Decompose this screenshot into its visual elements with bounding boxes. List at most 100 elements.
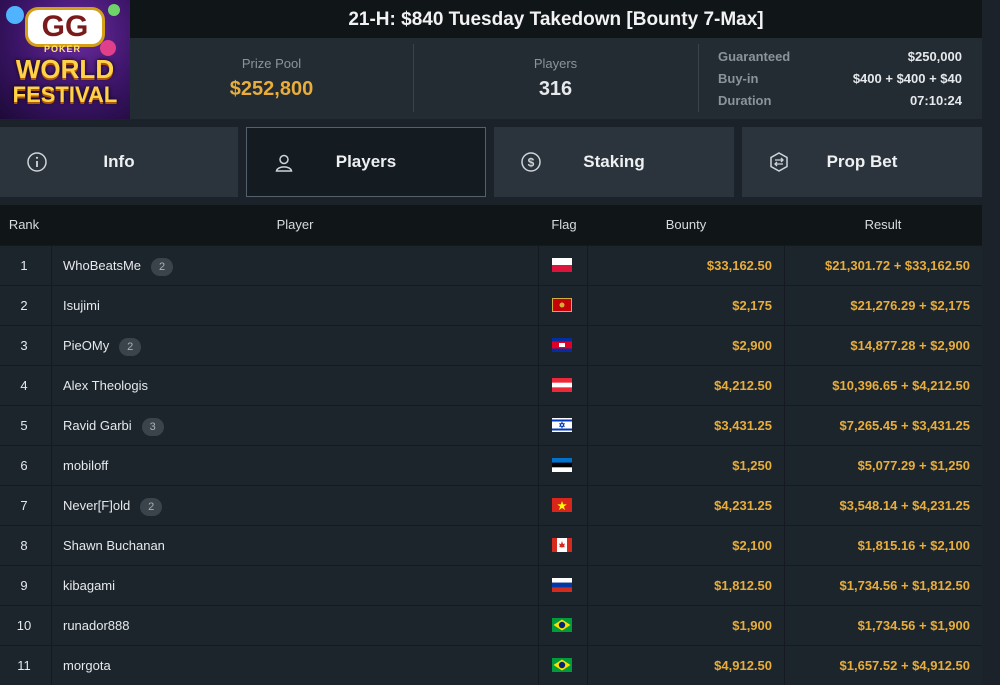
table-row[interactable]: 11 morgota $4,912.50 $1,657.52 + $4,912.50 [0, 645, 982, 685]
duration-value: 07:10:24 [909, 93, 962, 108]
rank-header[interactable]: Rank [8, 217, 40, 232]
player-cell[interactable]: WhoBeatsMe 2 [63, 246, 174, 285]
tab-info-label: Info [103, 152, 135, 171]
tab-staking-label: Staking [583, 152, 645, 171]
flag-header[interactable]: Flag [551, 217, 577, 232]
table-row[interactable]: 1 WhoBeatsMe 2 $33,162.50 $21,301.72 + $33,1… [0, 245, 982, 285]
russia-flag-icon [552, 578, 572, 592]
gg-world-festival-logo: GG POKER WORLD FESTIVAL [0, 0, 130, 119]
player-name[interactable]: WhoBeatsMe [63, 258, 142, 273]
column-divider [538, 286, 539, 325]
tournament-header: GG POKER WORLD FESTIVAL 21-H: $840 Tuesd… [0, 0, 1000, 119]
table-row[interactable]: 4 Alex Theologis $4,212.50 $10,396.65 + $4,… [0, 365, 982, 405]
column-divider [587, 646, 588, 685]
player-name[interactable]: Never[F]old [63, 498, 131, 513]
player-name[interactable]: Alex Theologis [63, 378, 149, 393]
tab-info[interactable]: Info [0, 127, 238, 197]
column-divider [784, 526, 785, 565]
table-row[interactable]: 10 runador888 $1,900 $1,734.56 + $1,900 [0, 605, 982, 645]
player-cell[interactable]: Isujimi [63, 286, 100, 325]
tab-prop-bet[interactable]: Prop Bet [742, 127, 982, 197]
column-divider [538, 366, 539, 405]
table-row[interactable]: 9 kibagami $1,812.50 $1,734.56 + $1,812.50 [0, 565, 982, 605]
column-divider [51, 286, 52, 325]
logo-world: WORLD [15, 54, 115, 84]
result-header[interactable]: Result [864, 217, 902, 232]
bounty-cell: $2,175 [732, 298, 772, 313]
bounty-cell: $1,812.50 [714, 578, 772, 593]
player-name[interactable]: Isujimi [63, 298, 100, 313]
table-row[interactable]: 2 Isujimi $2,175 $21,276.29 + $2,175 [0, 285, 982, 325]
rank-cell: 4 [20, 378, 28, 393]
rank-cell: 6 [20, 458, 28, 473]
israel-flag-icon [552, 418, 572, 432]
table-row[interactable]: 6 mobiloff $1,250 $5,077.29 + $1,250 [0, 445, 982, 485]
column-divider [587, 246, 588, 285]
buyin-row: Buy-in $400 + $400 + $40 [718, 71, 962, 86]
entries-badge: 2 [119, 337, 142, 356]
column-divider [587, 366, 588, 405]
players-stat: Players 316 [414, 38, 697, 119]
tab-players[interactable]: Players [246, 127, 486, 197]
prize-pool-value: $252,800 [229, 78, 314, 100]
rank-cell: 7 [20, 498, 28, 513]
bounty-header[interactable]: Bounty [665, 217, 707, 232]
player-name[interactable]: morgota [63, 658, 111, 673]
player-cell[interactable]: mobiloff [63, 446, 108, 485]
column-divider [51, 406, 52, 445]
column-divider [587, 606, 588, 645]
table-row[interactable]: 7 Never[F]old 2 $4,231.25 $3,548.14 + $4,231… [0, 485, 982, 525]
tab-prop-bet-label: Prop Bet [826, 152, 898, 171]
duration-label: Duration [718, 93, 772, 108]
table-body: 1 WhoBeatsMe 2 $33,162.50 $21,301.72 + $33,1… [0, 245, 982, 685]
entries-badge: 3 [141, 417, 164, 436]
column-divider [538, 646, 539, 685]
rank-cell: 10 [16, 618, 32, 633]
player-cell[interactable]: Ravid Garbi 3 [63, 406, 164, 445]
player-name[interactable]: PieOMy [63, 338, 110, 353]
estonia-flag-icon [552, 458, 572, 472]
result-cell: $7,265.45 + $3,431.25 [839, 418, 970, 433]
column-divider [784, 446, 785, 485]
tab-staking[interactable]: $ Staking [494, 127, 734, 197]
player-name[interactable]: Shawn Buchanan [63, 538, 165, 553]
column-divider [587, 286, 588, 325]
result-cell: $21,301.72 + $33,162.50 [825, 258, 970, 273]
table-row[interactable]: 5 Ravid Garbi 3 $3,431.25 $7,265.45 + $3,431… [0, 405, 982, 445]
player-cell[interactable]: Alex Theologis [63, 366, 148, 405]
player-cell[interactable]: kibagami [63, 566, 115, 605]
column-divider [538, 246, 539, 285]
column-divider [784, 366, 785, 405]
player-cell[interactable]: runador888 [63, 606, 130, 645]
result-cell: $5,077.29 + $1,250 [857, 458, 970, 473]
player-cell[interactable]: morgota [63, 646, 111, 685]
player-name[interactable]: runador888 [63, 618, 130, 633]
column-divider [784, 566, 785, 605]
player-name[interactable]: Ravid Garbi [63, 418, 132, 433]
tab-players-label: Players [335, 152, 397, 171]
result-cell: $14,877.28 + $2,900 [850, 338, 970, 353]
column-divider [784, 286, 785, 325]
column-divider [587, 526, 588, 565]
bounty-cell: $3,431.25 [714, 418, 772, 433]
table-row[interactable]: 8 Shawn Buchanan $2,100 $1,815.16 + $2,100 [0, 525, 982, 565]
scrollbar-track[interactable] [982, 205, 1000, 685]
player-cell[interactable]: PieOMy 2 [63, 326, 142, 365]
column-divider [784, 646, 785, 685]
player-header[interactable]: Player [276, 217, 314, 232]
player-name[interactable]: kibagami [63, 578, 116, 593]
player-cell[interactable]: Never[F]old 2 [63, 486, 163, 525]
table-header: Rank Player Flag Bounty Result [0, 205, 982, 245]
brazil-flag-icon [552, 618, 572, 632]
rank-cell: 3 [20, 338, 28, 353]
canada-flag-icon [552, 538, 572, 552]
column-divider [51, 326, 52, 365]
player-name[interactable]: mobiloff [63, 458, 109, 473]
table-row[interactable]: 3 PieOMy 2 $2,900 $14,877.28 + $2,900 [0, 325, 982, 365]
svg-text:$: $ [528, 156, 535, 170]
player-cell[interactable]: Shawn Buchanan [63, 526, 165, 565]
rank-cell: 1 [20, 258, 28, 273]
result-cell: $1,734.56 + $1,900 [857, 618, 970, 633]
column-divider [587, 566, 588, 605]
column-divider [538, 406, 539, 445]
